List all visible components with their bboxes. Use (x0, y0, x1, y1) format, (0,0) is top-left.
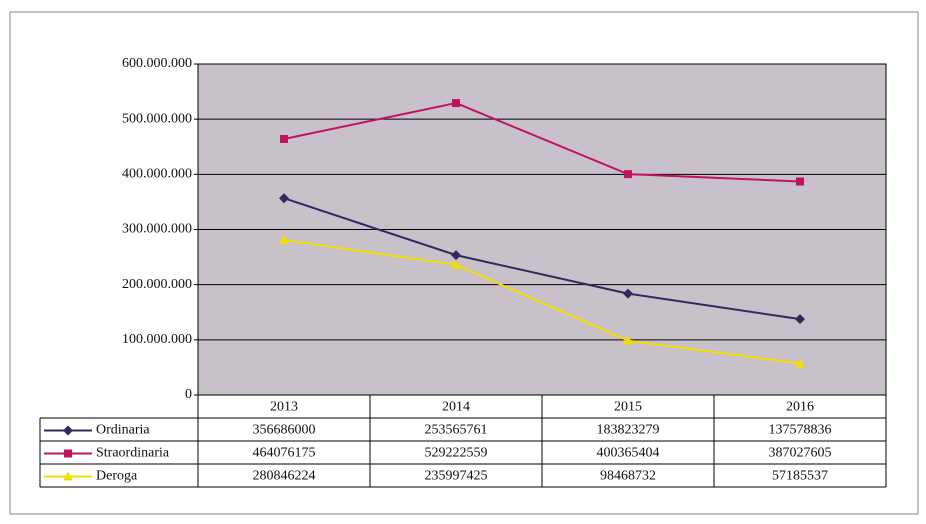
point (796, 177, 804, 186)
legend-marker (64, 449, 72, 458)
point (795, 358, 805, 368)
x-tick-label: 2015 (614, 400, 642, 415)
table-cell: 400365404 (597, 446, 660, 461)
point (795, 314, 805, 325)
table-cell: 137578836 (769, 423, 832, 438)
x-tick-label: 2016 (786, 400, 814, 415)
y-tick-label: 300.000.000 (122, 222, 192, 237)
table-cell: 529222559 (425, 446, 488, 461)
point (451, 259, 461, 269)
y-tick-label: 0 (185, 387, 192, 402)
table-cell: 57185537 (772, 469, 828, 484)
legend-marker (63, 425, 73, 436)
point (279, 235, 289, 245)
table-cell: 183823279 (597, 423, 660, 438)
y-tick-label: 500.000.000 (122, 111, 192, 126)
y-tick-label: 100.000.000 (122, 332, 192, 347)
legend-marker (63, 471, 73, 481)
series-line (283, 197, 801, 321)
table-cell: 356686000 (253, 423, 316, 438)
table-cell: 98468732 (600, 469, 656, 484)
point (623, 288, 633, 299)
table-cell: 253565761 (425, 423, 488, 438)
legend-label: Deroga (96, 469, 138, 484)
y-tick-label: 200.000.000 (122, 277, 192, 292)
table-cell: 280846224 (253, 469, 316, 484)
point (623, 335, 633, 345)
point (624, 170, 632, 179)
table-cell: 387027605 (769, 446, 832, 461)
legend-label: Straordinaria (96, 446, 170, 461)
table-cell: 464076175 (253, 446, 316, 461)
y-tick-label: 600.000.000 (122, 56, 192, 71)
point (279, 193, 289, 204)
series-line (283, 102, 801, 183)
table-cell: 235997425 (425, 469, 488, 484)
point (280, 134, 288, 143)
point (452, 99, 460, 108)
point (451, 250, 461, 261)
y-tick-label: 400.000.000 (122, 167, 192, 182)
x-tick-label: 2014 (442, 400, 470, 415)
series-line (283, 239, 801, 365)
x-tick-label: 2013 (270, 400, 298, 415)
legend-label: Ordinaria (96, 423, 150, 438)
